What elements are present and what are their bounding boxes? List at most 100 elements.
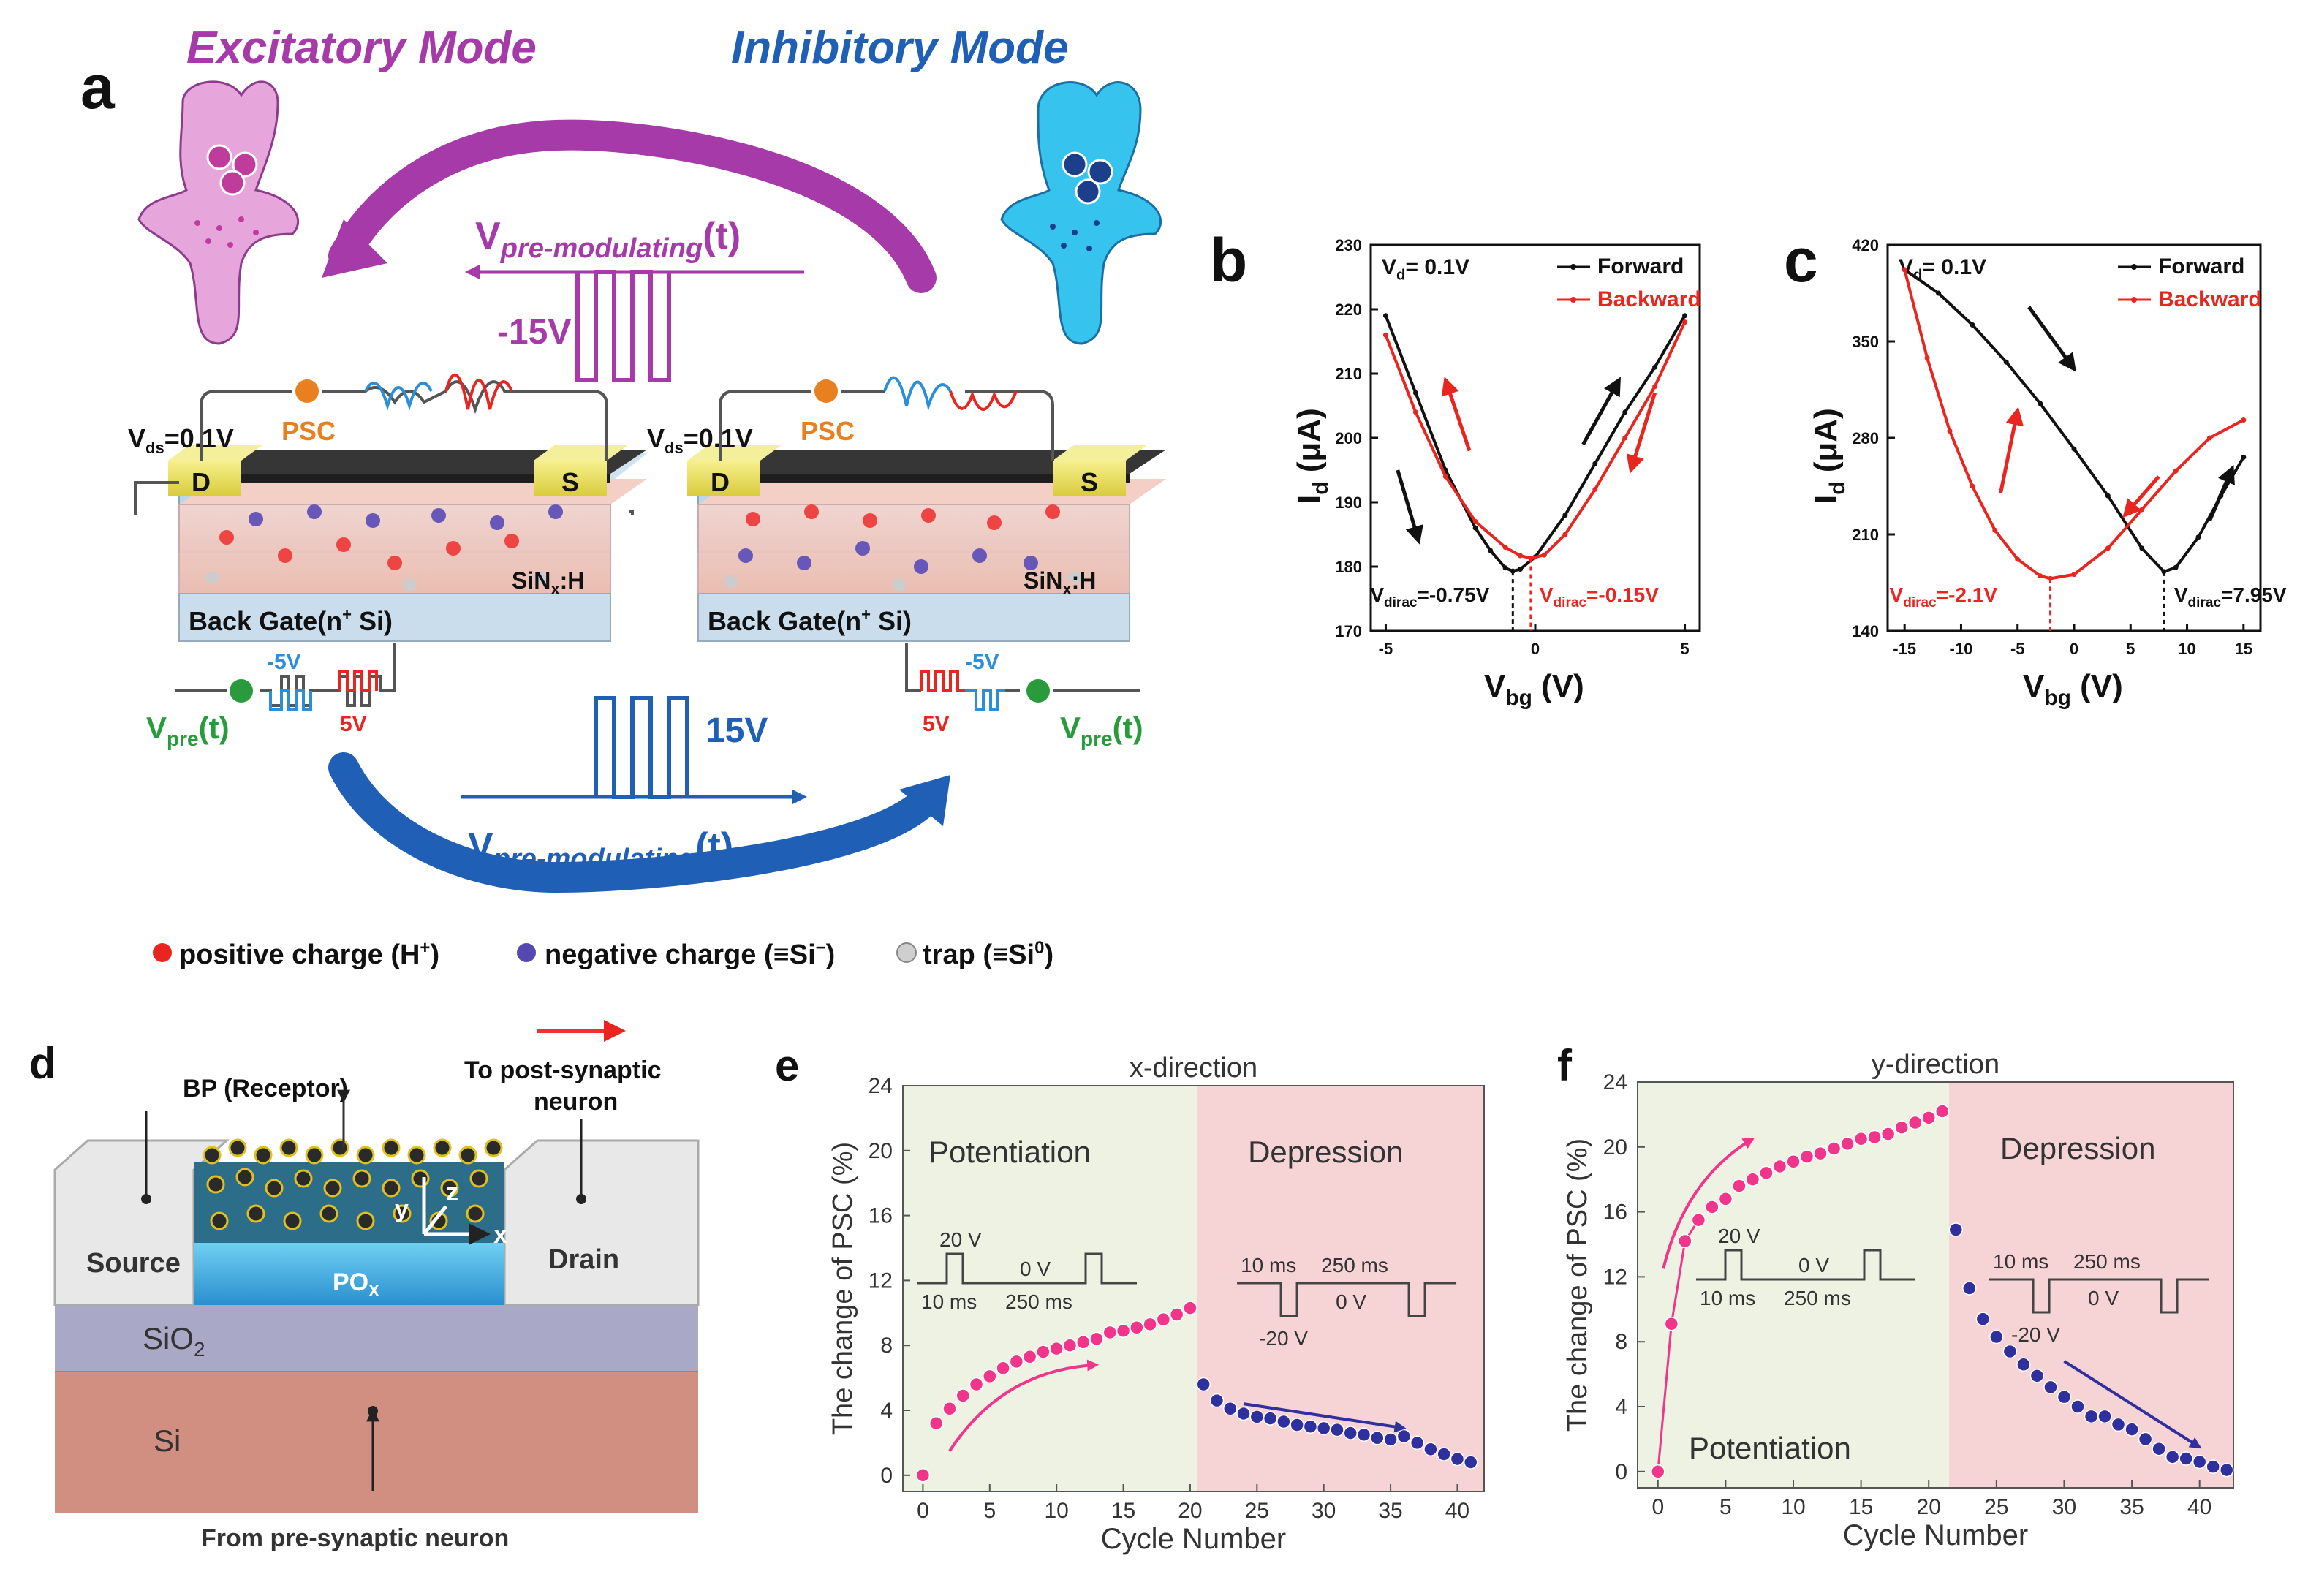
potentiation-data-point xyxy=(1049,1341,1064,1356)
x-tick-label: 25 xyxy=(1245,1499,1269,1523)
pot-pulse-amp: 20 V xyxy=(1718,1225,1760,1247)
data-point-backward xyxy=(1992,527,1998,533)
panel-e-letter: e xyxy=(775,1041,799,1090)
data-point-forward xyxy=(2003,359,2009,365)
depression-data-point xyxy=(2125,1422,2139,1437)
potentiation-pulse-waveform xyxy=(917,1252,1137,1285)
potentiation-data-point xyxy=(1745,1172,1760,1187)
data-point-forward xyxy=(1412,390,1418,396)
to-post-label-line2: neuron xyxy=(534,1088,618,1116)
drain-electrode xyxy=(503,1139,700,1306)
depression-data-point xyxy=(1236,1406,1251,1421)
legend-negative-charge-icon xyxy=(517,943,536,962)
potentiation-data-point xyxy=(1799,1149,1815,1164)
potentiation-data-point xyxy=(1169,1307,1184,1322)
dirac-label-tail: =-0.15V xyxy=(1586,583,1659,606)
panel-b-letter: b xyxy=(1210,226,1247,295)
chart-title: x-direction xyxy=(1130,1053,1257,1083)
dirac-label-sub: dirac xyxy=(2188,595,2222,610)
depression-data-point xyxy=(1450,1451,1465,1467)
y-tick-label: 350 xyxy=(1852,333,1879,351)
data-point-backward xyxy=(1442,474,1448,480)
panel-a: a Excitatory Mode Inhibitory Mode Vpre-m… xyxy=(80,23,1166,970)
x-tick-label: 30 xyxy=(2052,1495,2076,1519)
panel-c-letter: c xyxy=(1784,226,1818,295)
top-vpre-modulating-label: Vpre-modulating(t) xyxy=(475,215,741,264)
pot-pulse-amp: 20 V xyxy=(939,1228,982,1251)
depression-data-point xyxy=(2084,1409,2099,1424)
right-back-gate-label: Back Gate(n+ Si) xyxy=(708,605,912,636)
series-line-forward xyxy=(1904,268,2245,574)
x-axis-label-base: V xyxy=(1484,668,1506,704)
depression-data-point xyxy=(2043,1380,2058,1395)
inhibitory-synapse-icon xyxy=(1000,81,1162,345)
y-axis-label: The change of PSC (%) xyxy=(1562,1138,1593,1432)
depression-data-point xyxy=(2219,1462,2234,1478)
data-point-backward xyxy=(1412,409,1418,415)
dirac-label-base: V xyxy=(2174,583,2188,606)
series-line-backward xyxy=(1903,269,2244,580)
right-vds-label: Vds=0.1V xyxy=(647,423,753,457)
right-pos5-label: 5V xyxy=(923,712,950,736)
right-sinx-label: SiNx:H xyxy=(1024,567,1096,598)
depression-data-point xyxy=(1948,1222,1964,1237)
potentiation-label: Potentiation xyxy=(1689,1431,1851,1465)
inhibitory-switch-arrow xyxy=(328,752,937,893)
vd-annotation-sub: d xyxy=(1396,268,1405,284)
depression-data-point xyxy=(1423,1442,1438,1457)
from-pre-dot xyxy=(368,1406,378,1416)
potentiation-data-point xyxy=(1772,1159,1787,1174)
vd-annotation: Vd= 0.1V xyxy=(1899,255,1986,284)
dep-pulse-amp: -20 V xyxy=(1259,1327,1308,1350)
panel-e: e x-direction 0 5 10 15 20 25 30 35 40 0 4 8 12 16 20 24 C… xyxy=(775,1041,1485,1555)
y-tick-label: 16 xyxy=(869,1204,893,1228)
data-point-backward xyxy=(1502,545,1508,551)
dep-pulse-gap: 250 ms xyxy=(1321,1254,1388,1277)
bp-atom-rows xyxy=(203,1138,503,1230)
data-point-backward xyxy=(2071,572,2077,578)
data-point-backward xyxy=(2015,556,2021,562)
axis-z-label: z xyxy=(446,1179,458,1206)
sweep-direction-arrow xyxy=(1581,377,1621,446)
right-psc-wave-red xyxy=(949,390,1018,411)
axis-y-arrow xyxy=(423,1205,447,1236)
depression-data-point xyxy=(1343,1426,1358,1440)
right-psc-wave-blue xyxy=(883,376,952,412)
depression-data-point xyxy=(2138,1432,2153,1447)
top-negative-pulse-train xyxy=(575,270,671,382)
potentiation-region xyxy=(903,1086,1197,1491)
y-axis-label-base: I xyxy=(1291,495,1327,504)
potentiation-data-point xyxy=(1116,1323,1131,1338)
y-tick-label: 140 xyxy=(1852,622,1879,640)
dep-pulse-amp: -20 V xyxy=(2011,1323,2060,1346)
x-axis-label: Cycle Number xyxy=(1843,1519,2028,1551)
dirac-label-base: V xyxy=(1890,583,1904,606)
data-point-forward xyxy=(1970,322,1975,328)
data-point-forward xyxy=(1562,513,1568,518)
depression-data-point xyxy=(1975,1312,1991,1326)
y-axis-label-tail: (μA) xyxy=(1808,408,1844,481)
pot-pulse-gap: 250 ms xyxy=(1784,1287,1851,1309)
data-point-backward xyxy=(2105,545,2111,551)
panel-f-letter: f xyxy=(1557,1041,1573,1090)
panel-d: d x y z BP (Receptor) To post-synaptic n… xyxy=(29,1020,700,1552)
dirac-label-tail: =-2.1V xyxy=(1937,583,1998,606)
x-tick-label: -15 xyxy=(1893,640,1916,658)
dirac-label-base: V xyxy=(1370,583,1384,606)
depression-data-point xyxy=(2152,1441,2166,1456)
x-axis-label-tail: (V) xyxy=(1532,668,1584,704)
potentiation-data-point xyxy=(1062,1338,1078,1353)
right-psc-meter-icon xyxy=(814,379,838,403)
receptor-label: BP (Receptor) xyxy=(183,1075,348,1103)
right-gate-pulse-red xyxy=(920,670,965,692)
data-point-forward xyxy=(2038,401,2043,406)
dirac-label-tail: =7.95V xyxy=(2221,583,2287,606)
sweep-direction-arrow xyxy=(2027,306,2076,372)
potentiation-data-point xyxy=(1156,1312,1171,1327)
potentiation-data-point xyxy=(1880,1127,1896,1141)
y-axis-label: Id (μA) xyxy=(1808,408,1850,504)
depression-data-point xyxy=(1396,1429,1412,1444)
y-tick-label: 420 xyxy=(1852,236,1879,254)
potentiation-trend-arrow xyxy=(948,1359,1100,1452)
right-vpre-source-icon xyxy=(1026,679,1050,703)
